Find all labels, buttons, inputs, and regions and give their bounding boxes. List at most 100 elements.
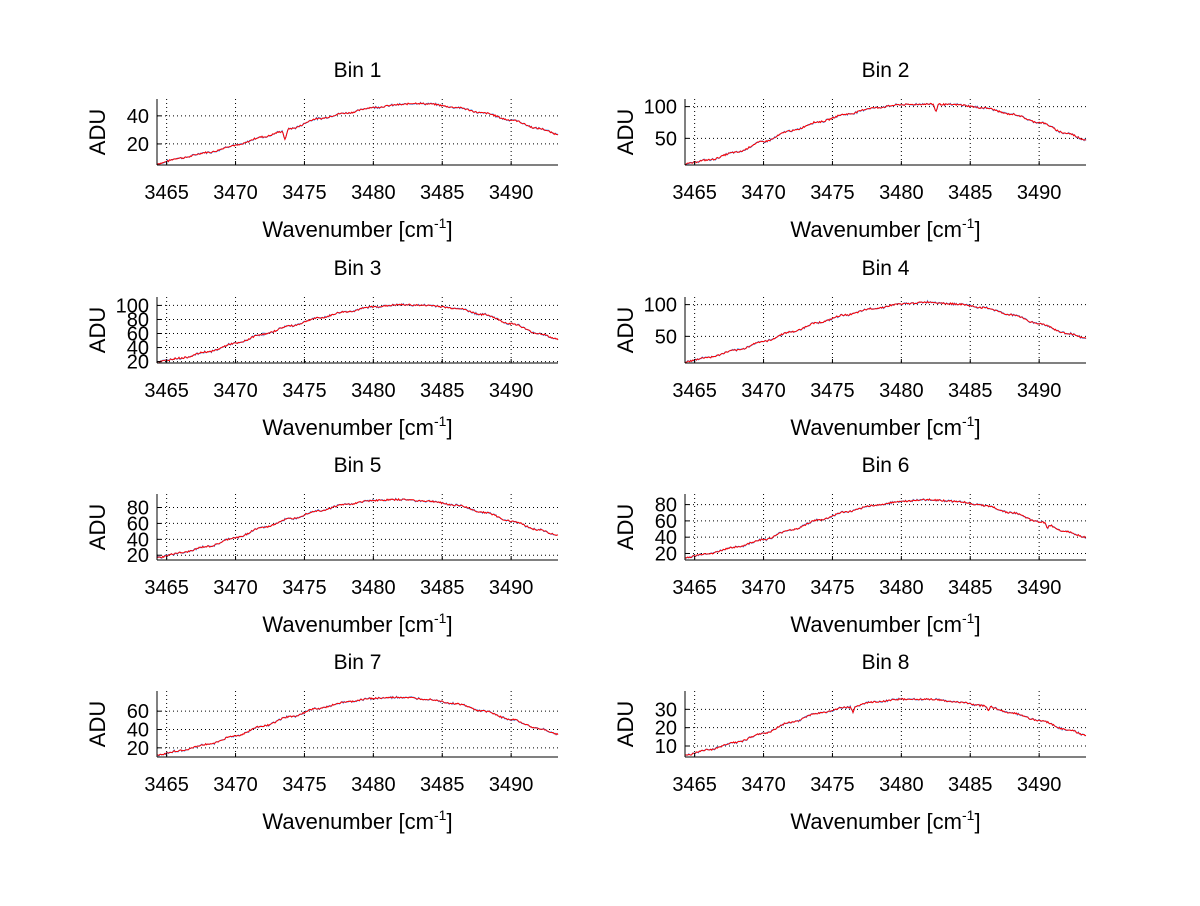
y-tick-label: 20 — [127, 352, 149, 374]
x-tick-label: 3485 — [948, 577, 993, 599]
x-tick-label: 3465 — [144, 774, 189, 796]
x-tick-label: 3465 — [672, 380, 717, 402]
x-tick-label: 3490 — [1017, 577, 1062, 599]
series-line-blue — [156, 101, 559, 166]
x-tick-label: 3480 — [879, 577, 924, 599]
x-tick-label: 3490 — [489, 774, 534, 796]
x-axis-label: Wavenumber [cm-1] — [790, 215, 980, 242]
subplot-title: Bin 5 — [334, 454, 382, 477]
x-tick-label: 3475 — [810, 577, 855, 599]
x-tick-label: 3475 — [282, 380, 327, 402]
y-tick-label: 60 — [127, 701, 149, 723]
y-tick-label: 40 — [127, 529, 149, 551]
x-tick-label: 3480 — [351, 577, 396, 599]
x-tick-label: 3485 — [948, 774, 993, 796]
series-line-blue — [684, 102, 1087, 166]
subplot-title: Bin 8 — [862, 651, 910, 674]
series-line-red — [684, 300, 1087, 363]
subplot-title: Bin 3 — [334, 257, 382, 280]
y-tick-label: 60 — [127, 513, 149, 535]
y-tick-label: 20 — [127, 545, 149, 567]
x-tick-label: 3470 — [741, 182, 786, 204]
x-tick-label: 3480 — [879, 182, 924, 204]
x-tick-label: 3485 — [420, 182, 465, 204]
subplot-title: Bin 4 — [862, 257, 910, 280]
x-tick-label: 3465 — [672, 577, 717, 599]
x-tick-label: 3490 — [1017, 774, 1062, 796]
x-tick-label: 3470 — [741, 774, 786, 796]
x-tick-label: 3490 — [489, 577, 534, 599]
series-line-blue — [157, 302, 559, 363]
y-tick-label: 40 — [127, 720, 149, 742]
x-tick-label: 3475 — [810, 182, 855, 204]
y-axis-label: ADU — [85, 701, 110, 747]
y-tick-label: 80 — [655, 495, 677, 517]
x-tick-label: 3480 — [879, 774, 924, 796]
x-axis-label: Wavenumber [cm-1] — [790, 610, 980, 637]
y-tick-label: 30 — [655, 699, 677, 721]
y-axis-label: ADU — [613, 701, 638, 747]
x-tick-label: 3485 — [420, 577, 465, 599]
y-axis-label: ADU — [613, 307, 638, 353]
y-tick-label: 50 — [655, 128, 677, 150]
x-axis-label: Wavenumber [cm-1] — [790, 807, 980, 834]
x-axis-label: Wavenumber [cm-1] — [262, 610, 452, 637]
x-tick-label: 3475 — [282, 774, 327, 796]
x-tick-label: 3470 — [213, 380, 258, 402]
y-axis-label: ADU — [613, 504, 638, 550]
x-axis-label: Wavenumber [cm-1] — [262, 413, 452, 440]
y-tick-label: 40 — [127, 106, 149, 128]
x-tick-label: 3480 — [879, 380, 924, 402]
series-line-red — [684, 102, 1087, 166]
x-axis-label: Wavenumber [cm-1] — [262, 215, 452, 242]
x-tick-label: 3490 — [489, 182, 534, 204]
y-tick-label: 20 — [127, 738, 149, 760]
x-tick-label: 3485 — [420, 774, 465, 796]
y-tick-label: 100 — [644, 295, 677, 317]
series-line-blue — [684, 497, 1087, 559]
y-tick-label: 50 — [655, 326, 677, 348]
y-axis-label: ADU — [613, 109, 638, 155]
y-tick-label: 80 — [127, 498, 149, 520]
series-line-red — [156, 696, 559, 756]
x-axis-label: Wavenumber [cm-1] — [790, 413, 980, 440]
x-tick-label: 3475 — [810, 774, 855, 796]
y-tick-label: 100 — [116, 295, 149, 317]
y-tick-label: 20 — [655, 543, 677, 565]
x-tick-label: 3465 — [144, 577, 189, 599]
y-tick-label: 40 — [655, 527, 677, 549]
y-axis-label: ADU — [85, 307, 110, 353]
x-tick-label: 3470 — [213, 774, 258, 796]
x-tick-label: 3465 — [144, 182, 189, 204]
subplot-1: 3465 3470 3475 3480 3485 3490 20 40 Bin 1 Wavenum… — [85, 59, 559, 242]
x-tick-label: 3490 — [1017, 380, 1062, 402]
x-tick-label: 3480 — [351, 182, 396, 204]
series-line-blue — [684, 697, 1087, 756]
x-tick-label: 3485 — [948, 380, 993, 402]
x-axis-label: Wavenumber [cm-1] — [262, 807, 452, 834]
series-line-red — [156, 102, 559, 165]
x-tick-label: 3475 — [810, 380, 855, 402]
series-line-red — [156, 497, 558, 559]
x-tick-label: 3465 — [672, 774, 717, 796]
subplot-title: Bin 6 — [862, 454, 910, 477]
y-tick-label: 80 — [127, 309, 149, 331]
x-tick-label: 3485 — [420, 380, 465, 402]
x-tick-label: 3465 — [672, 182, 717, 204]
subplot-2: 3465 3470 3475 3480 3485 3490 50 100 Bin 2 Wavenu… — [613, 59, 1087, 242]
x-tick-label: 3490 — [1017, 182, 1062, 204]
subplot-title: Bin 1 — [334, 59, 382, 82]
x-tick-label: 3470 — [741, 577, 786, 599]
x-tick-label: 3475 — [282, 577, 327, 599]
y-tick-label: 40 — [127, 338, 149, 360]
y-tick-label: 20 — [655, 718, 677, 740]
x-tick-label: 3470 — [213, 577, 258, 599]
subplot-title: Bin 2 — [862, 59, 910, 82]
y-tick-label: 100 — [644, 97, 677, 119]
